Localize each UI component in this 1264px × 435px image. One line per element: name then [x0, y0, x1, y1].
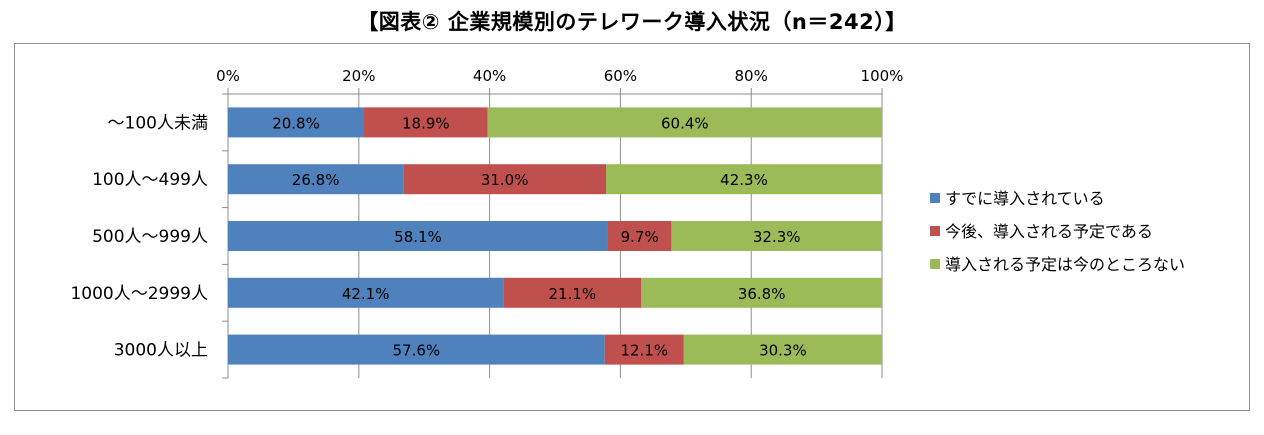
bar-segment — [604, 334, 684, 365]
bar-segment — [228, 164, 404, 195]
data-label: 12.1% — [620, 342, 668, 360]
category-label: 3000人以上 — [114, 341, 208, 361]
category-label: 500人～999人 — [92, 227, 208, 247]
data-label: 18.9% — [402, 114, 450, 132]
x-tick-label: 40% — [473, 67, 506, 85]
chart-title: 【図表② 企業規模別のテレワーク導入状況（n＝242）】 — [357, 10, 907, 34]
bar-segment — [607, 221, 672, 251]
category-label: 1000人～2999人 — [70, 284, 208, 304]
data-label: 42.1% — [342, 285, 390, 303]
data-label: 30.3% — [759, 342, 807, 360]
x-tick-label: 0% — [216, 67, 240, 85]
legend-label: 今後、導入される予定である — [945, 222, 1153, 241]
bar-segment — [671, 221, 882, 251]
legend-label: すでに導入されている — [945, 189, 1105, 208]
bar-segment — [228, 107, 365, 138]
bar-segment — [683, 334, 882, 365]
bar-segment — [364, 107, 488, 138]
legend-swatch — [930, 226, 940, 236]
data-label: 26.8% — [292, 171, 340, 189]
data-label: 20.8% — [272, 114, 320, 132]
data-label: 60.4% — [661, 114, 709, 132]
bar-segment — [641, 277, 882, 308]
category-label: ～100人未満 — [108, 113, 208, 133]
legend-label: 導入される予定は今のところない — [945, 255, 1185, 274]
legend-swatch — [930, 193, 940, 203]
legend-swatch — [930, 259, 940, 269]
data-label: 36.8% — [738, 285, 786, 303]
data-label: 42.3% — [720, 171, 768, 189]
data-label: 58.1% — [394, 228, 442, 246]
x-tick-label: 80% — [735, 67, 768, 85]
x-tick-label: 20% — [342, 67, 375, 85]
data-label: 9.7% — [621, 228, 659, 246]
data-label: 31.0% — [481, 171, 529, 189]
data-label: 32.3% — [753, 228, 801, 246]
bar-segment — [606, 164, 882, 195]
bar-segment — [228, 221, 608, 251]
chart-frame — [14, 43, 1250, 411]
bar-segment — [503, 277, 642, 308]
bar-segment — [403, 164, 607, 195]
data-label: 57.6% — [393, 342, 441, 360]
bar-segment — [487, 107, 882, 138]
data-label: 21.1% — [549, 285, 597, 303]
x-tick-label: 60% — [604, 67, 637, 85]
bar-segment — [228, 277, 504, 308]
category-label: 100人～499人 — [92, 170, 208, 190]
bar-segment — [228, 334, 605, 365]
x-tick-label: 100% — [861, 67, 904, 85]
